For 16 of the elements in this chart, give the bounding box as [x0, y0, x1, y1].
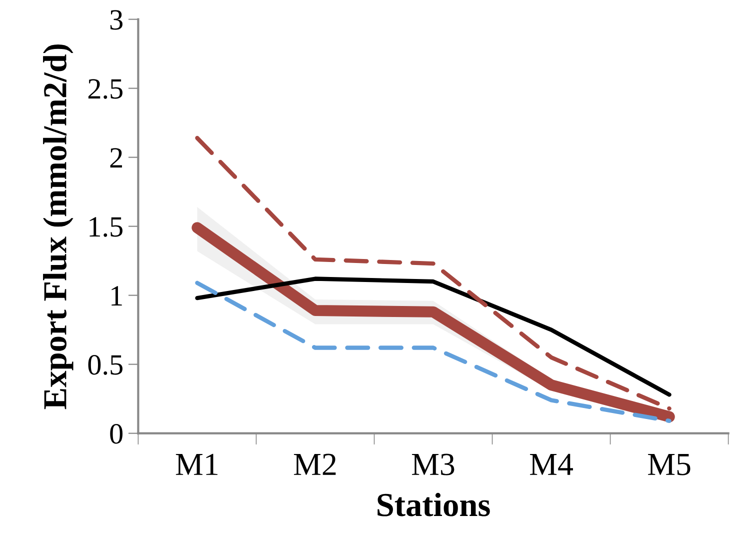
y-tick-label: 1: [112, 286, 122, 306]
x-tick-label: M5: [648, 454, 690, 476]
line-series: [195, 280, 672, 423]
x-axis-title: Stations: [378, 492, 490, 516]
y-tick-label: 2: [110, 148, 122, 168]
x-tick-label: M4: [530, 454, 573, 475]
x-tick-label: M2: [294, 454, 336, 475]
y-tick-label: 0.5: [88, 355, 122, 375]
y-tick-label: 1.5: [90, 217, 122, 237]
y-axis-title: Export Flux (mmol/m2/d): [43, 44, 74, 410]
y-tick-label: 0: [110, 424, 122, 444]
y-tick-label: 2.5: [88, 79, 122, 99]
line-series: [195, 276, 672, 397]
x-tick-label: M1: [176, 454, 218, 475]
y-tick-label: 3: [110, 10, 122, 30]
x-tick-label: M3: [412, 454, 454, 476]
